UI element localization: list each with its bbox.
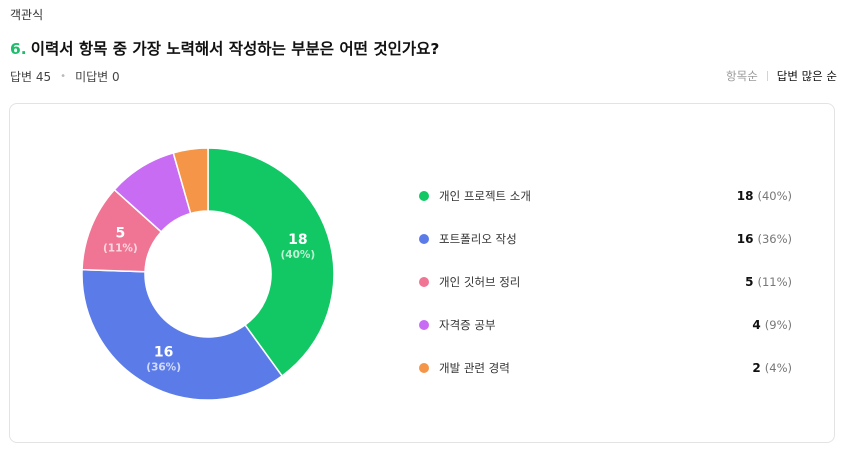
legend-count: 16	[736, 231, 754, 246]
donut-slice-5[interactable]	[172, 148, 209, 215]
slice-count-label: 18	[288, 232, 307, 248]
legend-item[interactable]: 자격증 공부 4 (9%)	[419, 303, 792, 346]
slice-count-label: 16	[154, 344, 173, 360]
donut-slice-1[interactable]	[207, 148, 334, 377]
sort-by-answers-button[interactable]: 답변 많은 순	[776, 69, 837, 83]
legend-percent: (40%)	[757, 188, 792, 203]
question-number: 6.	[10, 40, 27, 58]
legend-label: 개인 깃허브 정리	[439, 274, 521, 289]
sort-by-item-button[interactable]: 항목순	[726, 69, 758, 83]
donut-chart: 18(40%) 16(36%) 5(11%)	[82, 148, 334, 400]
response-counts: 답변 45 • 미답변 0	[10, 68, 120, 85]
legend-percent: (11%)	[757, 274, 792, 289]
unanswered-count: 미답변 0	[75, 70, 120, 84]
legend-item[interactable]: 개인 깃허브 정리 5 (11%)	[419, 260, 792, 303]
legend-percent: (36%)	[757, 231, 792, 246]
legend-item[interactable]: 개발 관련 경력 2 (4%)	[419, 346, 792, 389]
legend-item[interactable]: 개인 프로젝트 소개 18 (40%)	[419, 174, 792, 217]
legend-count: 4	[752, 317, 761, 332]
legend-count: 18	[736, 188, 754, 203]
legend-count: 5	[745, 274, 754, 289]
legend-percent: (4%)	[764, 360, 792, 375]
slice-count-label: 5	[116, 226, 126, 242]
sort-options: 항목순 답변 많은 순	[726, 68, 837, 84]
slice-percent-label: (11%)	[103, 243, 138, 255]
slice-percent-label: (40%)	[281, 249, 316, 261]
legend-item[interactable]: 포트폴리오 작성 16 (36%)	[419, 217, 792, 260]
separator-dot: •	[60, 71, 67, 82]
sort-divider	[766, 71, 768, 81]
donut-slice-2[interactable]	[82, 268, 284, 400]
chart-card: 18 (40%) 16 (36%) 5 (11%) 개인 프로젝트 소개 18 (40%) 포트…	[9, 103, 835, 443]
slice-percent-label: (36%)	[146, 361, 181, 373]
legend-label: 개인 프로젝트 소개	[439, 188, 531, 203]
question-type-label: 객관식	[10, 8, 44, 22]
chart-legend: 개인 프로젝트 소개 18 (40%) 포트폴리오 작성 16 (36%) 개인 깃허브 정…	[419, 174, 792, 389]
legend-label: 개발 관련 경력	[439, 360, 510, 375]
legend-label: 자격증 공부	[439, 317, 496, 332]
legend-swatch	[419, 276, 429, 287]
legend-count: 2	[752, 360, 761, 375]
legend-label: 포트폴리오 작성	[439, 231, 517, 246]
question-title: 6. 이력서 항목 중 가장 노력해서 작성하는 부분은 어떤 것인가요?	[10, 37, 439, 59]
legend-percent: (9%)	[764, 317, 792, 332]
question-text: 이력서 항목 중 가장 노력해서 작성하는 부분은 어떤 것인가요?	[30, 40, 440, 58]
answered-count: 답변 45	[10, 70, 52, 84]
legend-swatch	[419, 190, 429, 201]
legend-swatch	[419, 233, 429, 244]
legend-swatch	[419, 319, 429, 330]
legend-swatch	[419, 362, 429, 373]
